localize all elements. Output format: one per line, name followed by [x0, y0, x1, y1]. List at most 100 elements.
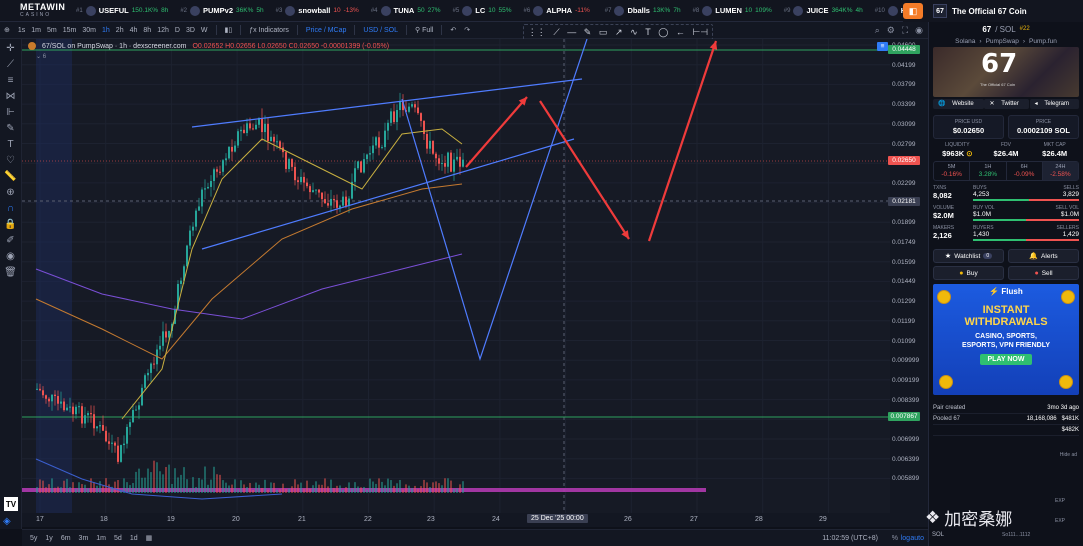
ruler-icon[interactable]: 📏 [4, 171, 17, 182]
ticker-item[interactable]: #9 JUICE 364K% 4h [778, 0, 869, 21]
lock-icon[interactable]: 🔒 [4, 219, 17, 230]
alerts-button[interactable]: 🔔 Alerts [1008, 249, 1079, 263]
pencil-lock-icon[interactable]: ✐ [6, 235, 15, 246]
interval-15m[interactable]: 15m [62, 26, 77, 34]
metawin-logo[interactable]: METAWIN CASINO [0, 0, 70, 21]
ticker-item[interactable]: #4 TUNA 50 27% [365, 0, 447, 21]
timeframe-24H[interactable]: 24H -2.58% [1042, 162, 1078, 180]
legend-sub[interactable]: ⌄ 6 [36, 54, 47, 60]
interval-1h[interactable]: 1h [102, 26, 110, 34]
timeframe-6H[interactable]: 6H -0.09% [1007, 162, 1043, 180]
interval-D[interactable]: D [174, 26, 180, 34]
camera-icon[interactable]: ◉ [915, 25, 923, 35]
ticker-item[interactable]: #1 USEFUL 150.1K% 8h [70, 0, 174, 21]
heart-icon[interactable]: ♡ [6, 155, 15, 166]
play-now-button[interactable]: PLAY NOW [979, 354, 1033, 365]
magnet-icon[interactable]: ∩ [6, 203, 15, 214]
ellipse-icon[interactable]: ◯ [658, 26, 669, 37]
eye-icon[interactable]: ◉ [6, 251, 15, 262]
dex-crumb[interactable]: PumpSwap [985, 37, 1019, 45]
interval-8h[interactable]: 8h [143, 26, 152, 34]
ray-icon[interactable]: ↗ [614, 26, 623, 37]
text-tool-icon[interactable]: T [7, 139, 14, 150]
ticker-item[interactable]: #8 LUMEN 10 109% [687, 0, 778, 21]
price-axis[interactable]: 0.046000.041990.037990.033990.030990.027… [890, 39, 928, 513]
usd-sol-toggle[interactable]: USD / SOL [363, 27, 398, 34]
fib-tool-icon[interactable]: ≡ [7, 75, 14, 86]
buy-button[interactable]: ● Buy [933, 266, 1004, 280]
trend-line-icon[interactable]: ⟋ [553, 26, 560, 37]
chain-crumb[interactable]: Solana [955, 37, 976, 45]
orange-menu-button[interactable]: ◧ [903, 3, 923, 19]
ticker-item[interactable]: #3 snowball 10 -13% [270, 0, 365, 21]
range-1d[interactable]: 1d [129, 534, 138, 542]
range-5d[interactable]: 5d [114, 534, 122, 542]
zoom-in-icon[interactable]: ⊕ [6, 187, 15, 198]
line-tool-icon[interactable]: ⟋ [7, 59, 14, 70]
percent-toggle[interactable]: % [891, 534, 898, 542]
measure-tool-icon[interactable]: ⊩ [6, 107, 15, 118]
tradingview-logo[interactable]: TV [4, 497, 18, 511]
hide-ad-link[interactable]: Hide ad [1059, 452, 1077, 458]
interval-5m[interactable]: 5m [47, 26, 57, 34]
range-5y[interactable]: 5y [30, 534, 38, 542]
watchlist-button[interactable]: ★ Watchlist 0 [933, 249, 1004, 263]
interval-3D[interactable]: 3D [185, 26, 195, 34]
arrow-left-icon[interactable]: ← [675, 27, 685, 37]
twitter-link[interactable]: ✕ Twitter [984, 99, 1029, 109]
price-mcap-toggle[interactable]: Price / MCap [305, 26, 347, 34]
sol-address[interactable]: So111...1112 [1002, 532, 1031, 538]
alert-marker-icon[interactable]: ≡ [877, 42, 888, 51]
pattern-tool-icon[interactable]: ⋈ [5, 91, 16, 102]
ticker-item[interactable]: #6 ALPHA -11% [518, 0, 599, 21]
interval-4h[interactable]: 4h [129, 26, 138, 34]
telegram-link[interactable]: ◂ Telegram [1029, 99, 1079, 109]
ticker-item[interactable]: #7 Dballs 13K% 7h [599, 0, 687, 21]
gear-icon[interactable]: ⚙ [886, 25, 895, 35]
ticker-item[interactable]: #2 PUMPv2 36K% 5h [174, 0, 269, 21]
interval-2h[interactable]: 2h [115, 26, 124, 34]
range-6m[interactable]: 6m [60, 534, 71, 542]
interval-1m[interactable]: 1m [31, 26, 42, 34]
launchpad-crumb[interactable]: Pump.fun [1029, 37, 1057, 45]
calendar-icon[interactable]: ▦ [145, 535, 153, 542]
horizontal-line-icon[interactable]: — [567, 27, 577, 37]
flush-ad-banner[interactable]: ⚡ Flush INSTANT WITHDRAWALS CASINO, SPORT… [933, 284, 1079, 395]
chart-canvas[interactable] [22, 39, 890, 513]
exp-link-1[interactable]: EXP [1054, 498, 1065, 504]
redo-icon[interactable]: ↷ [464, 27, 471, 34]
range-1m[interactable]: 1m [96, 534, 107, 542]
drag-handle-icon[interactable]: ⋮⋮ [527, 26, 546, 37]
brush-icon[interactable]: ✎ [583, 26, 592, 37]
full-toggle[interactable]: ⚲ Full [415, 27, 434, 34]
indicators-button[interactable]: ƒx Indicators [249, 26, 289, 34]
brush-tool-icon[interactable]: ✎ [6, 123, 15, 134]
interval-30m[interactable]: 30m [82, 26, 96, 34]
website-link[interactable]: 🌐 Website [933, 99, 984, 109]
timeframe-5M[interactable]: 5M -0.16% [934, 162, 971, 180]
timeframe-1H[interactable]: 1H 3.28% [970, 162, 1007, 180]
fullscreen-icon[interactable]: ⛶ [901, 25, 909, 35]
undo-icon[interactable]: ↶ [450, 27, 457, 34]
interval-12h[interactable]: 12h [157, 26, 169, 34]
interval-W[interactable]: W [200, 26, 208, 34]
search-icon[interactable]: ⌕ [874, 25, 880, 35]
candles-icon[interactable]: ▮▯ [224, 27, 233, 34]
exp-link-2[interactable]: EXP [1054, 518, 1065, 524]
layers-icon[interactable]: ◈ [3, 516, 11, 527]
log-toggle[interactable]: log [900, 534, 910, 542]
crosshair-icon[interactable]: ✛ [6, 43, 15, 54]
time-axis[interactable]: 25 Dec '25 00:00 17 18 19 20 21 22 23 24 26 27 28 2… [22, 513, 928, 527]
ticker-item[interactable]: #5 LC 10 55% [447, 0, 518, 21]
range-icon[interactable]: ⊢⊣ [692, 26, 709, 37]
range-1y[interactable]: 1y [45, 534, 53, 542]
text-icon[interactable]: T [645, 27, 651, 37]
price-chart[interactable] [22, 39, 890, 513]
interval-1s[interactable]: 1s [17, 26, 26, 34]
range-3m[interactable]: 3m [78, 534, 89, 542]
add-symbol-icon[interactable]: ⊕ [4, 27, 10, 34]
path-icon[interactable]: ∿ [630, 26, 638, 37]
rectangle-icon[interactable]: ▭ [598, 26, 608, 37]
trash-icon[interactable]: 🗑 [4, 267, 17, 278]
sell-button[interactable]: ● Sell [1008, 266, 1079, 280]
